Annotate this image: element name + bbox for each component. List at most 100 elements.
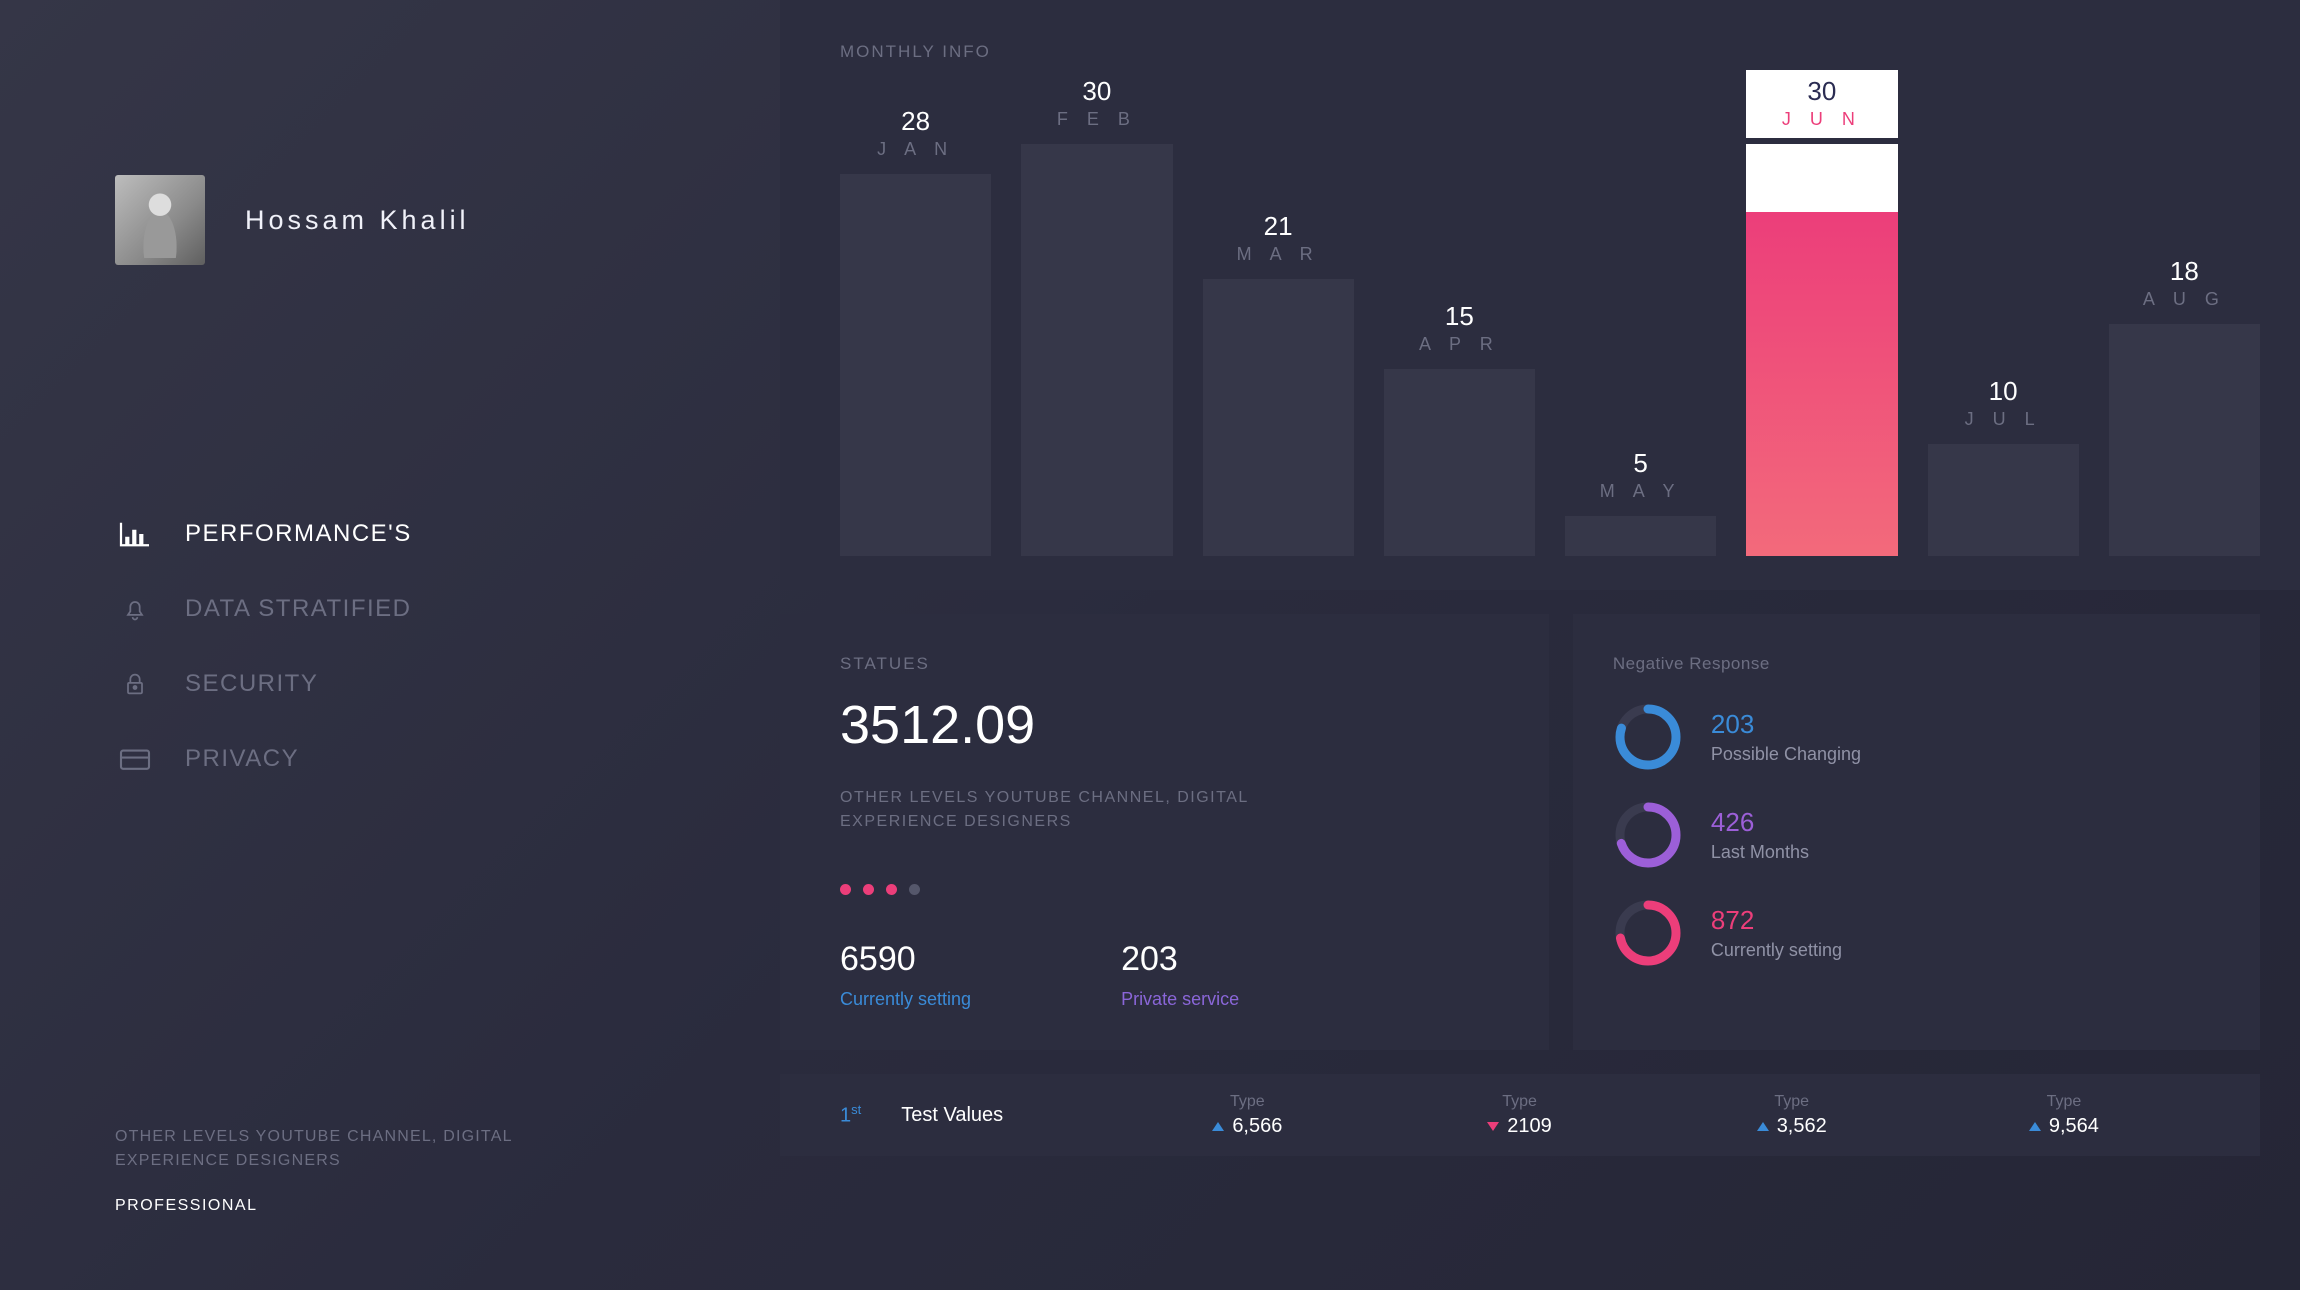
bar-rect <box>1021 144 1172 556</box>
values-type: Type <box>1383 1093 1655 1111</box>
bar-rect <box>2109 324 2260 556</box>
ring-label: Currently setting <box>1711 940 1842 961</box>
ring-value: 872 <box>1711 905 1842 936</box>
bar-aug[interactable]: 18A U G <box>2109 256 2260 556</box>
values-col: Type 2109 <box>1383 1093 1655 1138</box>
bar-rect <box>1203 279 1354 556</box>
bar-mar[interactable]: 21M A R <box>1203 211 1354 556</box>
trend-up-icon <box>2029 1122 2041 1131</box>
trend-up-icon <box>1212 1122 1224 1131</box>
pager-dots[interactable] <box>840 884 1489 895</box>
card-icon <box>115 745 155 773</box>
bar-value: 18 <box>2143 256 2226 287</box>
sidebar: Hossam Khalil PERFORMANCE'S DATA STRATIFI… <box>0 0 780 1290</box>
bar-value: 15 <box>1419 301 1500 332</box>
bar-value: 10 <box>1965 376 2042 407</box>
bar-month: F E B <box>1057 109 1137 130</box>
values-value: 9,564 <box>2029 1115 2099 1138</box>
monthly-info-title: MONTHLY INFO <box>840 42 2300 62</box>
ring-label: Possible Changing <box>1711 744 1861 765</box>
rank: 1st <box>840 1102 861 1128</box>
bar-jan[interactable]: 28J A N <box>840 106 991 556</box>
main: MONTHLY INFO 28J A N30F E B21M A R15A P … <box>780 0 2300 1290</box>
bar-chart: 28J A N30F E B21M A R15A P R5M A Y30J U … <box>840 76 2300 556</box>
ring-icon <box>1613 702 1683 772</box>
bar-value: 28 <box>877 106 954 137</box>
user-name: Hossam Khalil <box>245 205 470 236</box>
values-value: 2109 <box>1487 1115 1552 1138</box>
bar-apr[interactable]: 15A P R <box>1384 301 1535 556</box>
bar-month: A U G <box>2143 289 2226 310</box>
pager-dot[interactable] <box>909 884 920 895</box>
nav-label: DATA STRATIFIED <box>185 595 412 623</box>
values-col: Type 3,562 <box>1656 1093 1928 1138</box>
ring-label: Last Months <box>1711 842 1809 863</box>
bar-month: J U L <box>1965 409 2042 430</box>
bar-may[interactable]: 5M A Y <box>1565 448 1716 556</box>
sidebar-item-data-stratified[interactable]: DATA STRATIFIED <box>115 595 780 623</box>
status-big-value: 3512.09 <box>840 694 1489 756</box>
footer-tag: PROFESSIONAL <box>115 1197 780 1215</box>
ring-list: 203Possible Changing426Last Months872Cur… <box>1613 702 2200 968</box>
bar-jul[interactable]: 10J U L <box>1928 376 2079 556</box>
trend-down-icon <box>1487 1122 1499 1131</box>
nav: PERFORMANCE'S DATA STRATIFIED SECURITY PRIV… <box>115 520 780 773</box>
sidebar-item-security[interactable]: SECURITY <box>115 670 780 698</box>
bar-feb[interactable]: 30F E B <box>1021 76 1172 556</box>
stat-value: 6590 <box>840 940 971 979</box>
lower-row: STATUES 3512.09 OTHER LEVELS YOUTUBE CHA… <box>780 590 2300 1050</box>
status-stat-row: 6590 Currently setting 203 Private service <box>840 940 1489 1010</box>
values-col: Type 6,566 <box>1111 1093 1383 1138</box>
bar-rect <box>1928 444 2079 556</box>
bar-value: 5 <box>1600 448 1682 479</box>
nav-label: PRIVACY <box>185 745 299 773</box>
values-type: Type <box>1656 1093 1928 1111</box>
bar-value: 30 <box>1746 76 1897 107</box>
bar-rect <box>1746 144 1897 556</box>
values-value: 6,566 <box>1212 1115 1282 1138</box>
values-type: Type <box>1111 1093 1383 1111</box>
values-label: Test Values <box>901 1104 1101 1127</box>
sidebar-item-performance-s[interactable]: PERFORMANCE'S <box>115 520 780 548</box>
trend-up-icon <box>1757 1122 1769 1131</box>
sidebar-item-privacy[interactable]: PRIVACY <box>115 745 780 773</box>
stat-block: 203 Private service <box>1121 940 1239 1010</box>
status-subtitle: OTHER LEVELS YOUTUBE CHANNEL, DIGITAL EX… <box>840 786 1260 834</box>
bar-rect <box>1565 516 1716 556</box>
bar-jun[interactable]: 30J U N <box>1746 70 1897 556</box>
negative-response-card: Negative Response 203Possible Changing42… <box>1573 614 2260 1050</box>
bar-month: J A N <box>877 139 954 160</box>
stat-block: 6590 Currently setting <box>840 940 971 1010</box>
values-cols: Type 6,566 Type 2109 Type 3,562 Type9,564 <box>1111 1093 2200 1138</box>
ring-row: 203Possible Changing <box>1613 702 2200 772</box>
values-value: 3,562 <box>1757 1115 1827 1138</box>
nav-label: PERFORMANCE'S <box>185 520 412 548</box>
bar-value: 30 <box>1057 76 1137 107</box>
bar-month: M A Y <box>1600 481 1682 502</box>
monthly-info-card: MONTHLY INFO 28J A N30F E B21M A R15A P … <box>780 0 2300 590</box>
bar-month: M A R <box>1237 244 1320 265</box>
bar-value: 21 <box>1237 211 1320 242</box>
stat-label: Private service <box>1121 989 1239 1010</box>
pager-dot[interactable] <box>886 884 897 895</box>
stat-label: Currently setting <box>840 989 971 1010</box>
bar-rect <box>1384 369 1535 556</box>
pager-dot[interactable] <box>863 884 874 895</box>
pager-dot[interactable] <box>840 884 851 895</box>
chart-icon <box>115 520 155 548</box>
ring-row: 872 Currently setting <box>1613 898 2200 968</box>
rank-suffix: st <box>851 1102 861 1117</box>
stat-value: 203 <box>1121 940 1239 979</box>
bar-rect <box>840 174 991 556</box>
ring-icon <box>1613 800 1683 870</box>
status-title: STATUES <box>840 654 1489 674</box>
status-card: STATUES 3512.09 OTHER LEVELS YOUTUBE CHA… <box>780 614 1549 1050</box>
nav-label: SECURITY <box>185 670 318 698</box>
values-col: Type9,564 <box>1928 1093 2200 1138</box>
footer-text: OTHER LEVELS YOUTUBE CHANNEL, DIGITAL EX… <box>115 1125 615 1173</box>
lock-icon <box>115 670 155 698</box>
rank-num: 1 <box>840 1105 851 1127</box>
ring-icon <box>1613 898 1683 968</box>
avatar[interactable] <box>115 175 205 265</box>
bell-icon <box>115 595 155 623</box>
